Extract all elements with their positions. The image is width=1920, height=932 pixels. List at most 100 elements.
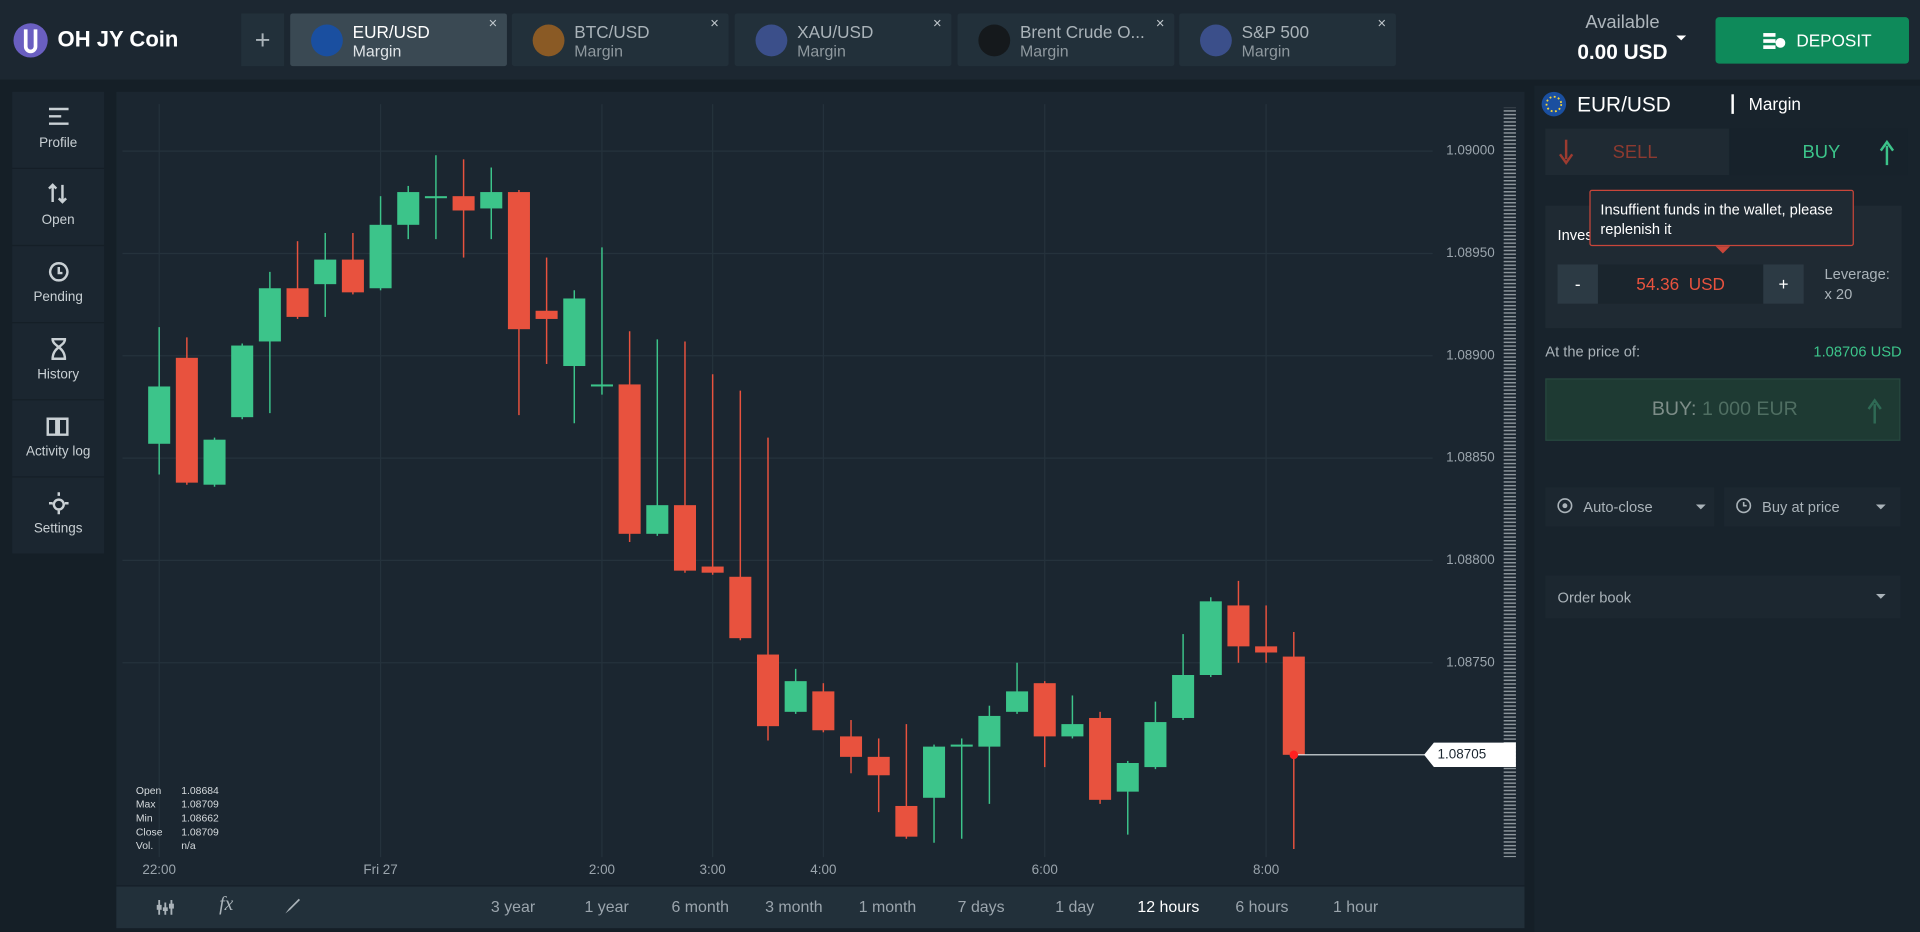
buy-button[interactable]: BUY: 1 000 EUR [1545,378,1901,441]
candlestick-chart: 1.09000 1.08950 1.08900 1.08850 1.08800 1.087… [122,104,1516,877]
tab[interactable]: BTC/USD Margin × [511,13,729,67]
candle-body [923,746,946,798]
tab[interactable]: S&P 500 Margin × [1179,13,1396,67]
sidebar-item[interactable]: Pending [12,246,105,323]
draw-icon[interactable] [283,896,303,916]
buy-at-price-dropdown[interactable]: Buy at price [1724,487,1901,527]
caret [1695,504,1706,510]
sidebar-item[interactable]: Profile [12,91,105,168]
candle-body [618,384,641,534]
sidebar-label: Pending [33,290,83,305]
tab[interactable]: XAU/USD Margin × [734,13,952,67]
candle-body [175,357,198,483]
auto-close-label: Auto-close [1583,498,1653,516]
period-button[interactable]: 3 year [490,897,536,916]
x-tick-label: Fri 27 [363,862,397,877]
period-button[interactable]: 1 hour [1332,897,1379,916]
period-button[interactable]: 3 month [765,897,823,916]
sidebar-item[interactable]: Open [12,168,105,245]
tab-icon-circle [755,24,788,57]
order-book-dropdown[interactable]: Order book [1545,575,1901,619]
tab[interactable]: EUR/USD Margin × [290,13,507,67]
x-tick-label: 22:00 [142,862,176,877]
candle-body [231,345,254,418]
candle-body [507,192,530,330]
deposit-button[interactable]: DEPOSIT [1715,17,1909,64]
buy-tab[interactable]: BUY [1730,128,1908,176]
tab-title: Brent Crude O... [1020,22,1145,42]
sidebar-icon [48,492,69,515]
period-button[interactable]: 6 hours [1235,897,1289,916]
tab-close[interactable]: × [933,14,942,32]
last-price-dot [1289,750,1299,760]
tab-icon [1200,24,1232,57]
logo-icon [13,23,48,58]
period-button[interactable]: 7 days [957,897,1005,916]
buy-button-text: BUY: 1 000 EUR [1652,399,1798,421]
tab-subtitle: Margin [352,41,402,60]
period-button[interactable]: 1 year [584,897,629,916]
buy-at-price-label: Buy at price [1762,498,1840,516]
candle-body [369,224,392,289]
candle-body [535,310,558,319]
balance: 0.00 USD [1577,40,1668,64]
candle-body [840,736,863,757]
y-tick-label: 1.08900 [1446,347,1495,362]
info-value: 1.08662 [181,813,219,824]
currency: USD [1688,274,1725,294]
sell-tab[interactable]: SELL [1545,128,1729,176]
tab[interactable]: Brent Crude O... Margin × [957,13,1175,67]
tab-close[interactable]: × [488,14,498,32]
sidebar-icon-path [48,107,69,125]
increase-button[interactable]: + [1763,264,1804,304]
candle-body [341,259,364,293]
tab-subtitle: Margin [1020,41,1069,60]
period-button[interactable]: 6 month [671,897,730,916]
sidebar-icon [48,107,69,125]
buy-button-amount: 1 000 EUR [1701,399,1798,420]
sidebar-item[interactable]: History [12,323,105,400]
sell-label: SELL [1612,142,1658,163]
price-label: At the price of: [1545,342,1641,360]
x-tick-label: 2:00 [589,862,615,877]
auto-close-dropdown[interactable]: Auto-close [1545,487,1715,527]
chart-toolbar [116,886,1525,929]
candle-body [590,384,613,387]
tab-subtitle: Margin [1241,41,1291,60]
tab-icon-circle [978,24,1011,57]
instrument-title: EUR/USD [1577,93,1671,117]
decrease-button[interactable]: - [1557,264,1598,304]
candle-body [1144,722,1167,768]
candle-body [895,805,918,837]
leverage-label: Leverage: [1824,265,1890,283]
period-button[interactable]: 12 hours [1137,897,1200,916]
indicator-icon[interactable] [156,898,176,918]
tab-close[interactable]: × [710,14,719,32]
tab-title: XAU/USD [797,22,874,42]
sidebar-item[interactable]: Settings [12,477,105,554]
x-tick-label: 8:00 [1253,862,1279,877]
function-button[interactable]: fx [219,893,234,915]
period-button[interactable]: 1 day [1055,897,1095,916]
sidebar-icon [48,183,67,204]
last-price-tag [1424,742,1516,768]
info-label: Open [136,786,162,797]
y-tick-label: 1.08800 [1446,552,1495,567]
sidebar-label: Settings [33,521,83,537]
tab-close[interactable]: × [1377,14,1387,32]
sell-arrow [1559,139,1574,165]
tab-close[interactable]: × [1155,14,1165,32]
leverage: x 20 [1824,285,1853,303]
y-tick-label: 1.08750 [1446,654,1495,669]
last-price-label: 1.08705 [1438,746,1487,761]
sidebar-icon [49,262,69,282]
candle-body [1089,717,1112,800]
amount-input[interactable]: 54.36 USD [1597,264,1764,304]
candle-body [286,288,309,317]
period-button[interactable]: 1 month [858,897,917,916]
candle-body [563,298,586,367]
add-tab[interactable]: + [241,13,285,67]
sidebar-item[interactable]: Activity log [12,400,105,477]
balance-caret[interactable] [1675,34,1687,44]
